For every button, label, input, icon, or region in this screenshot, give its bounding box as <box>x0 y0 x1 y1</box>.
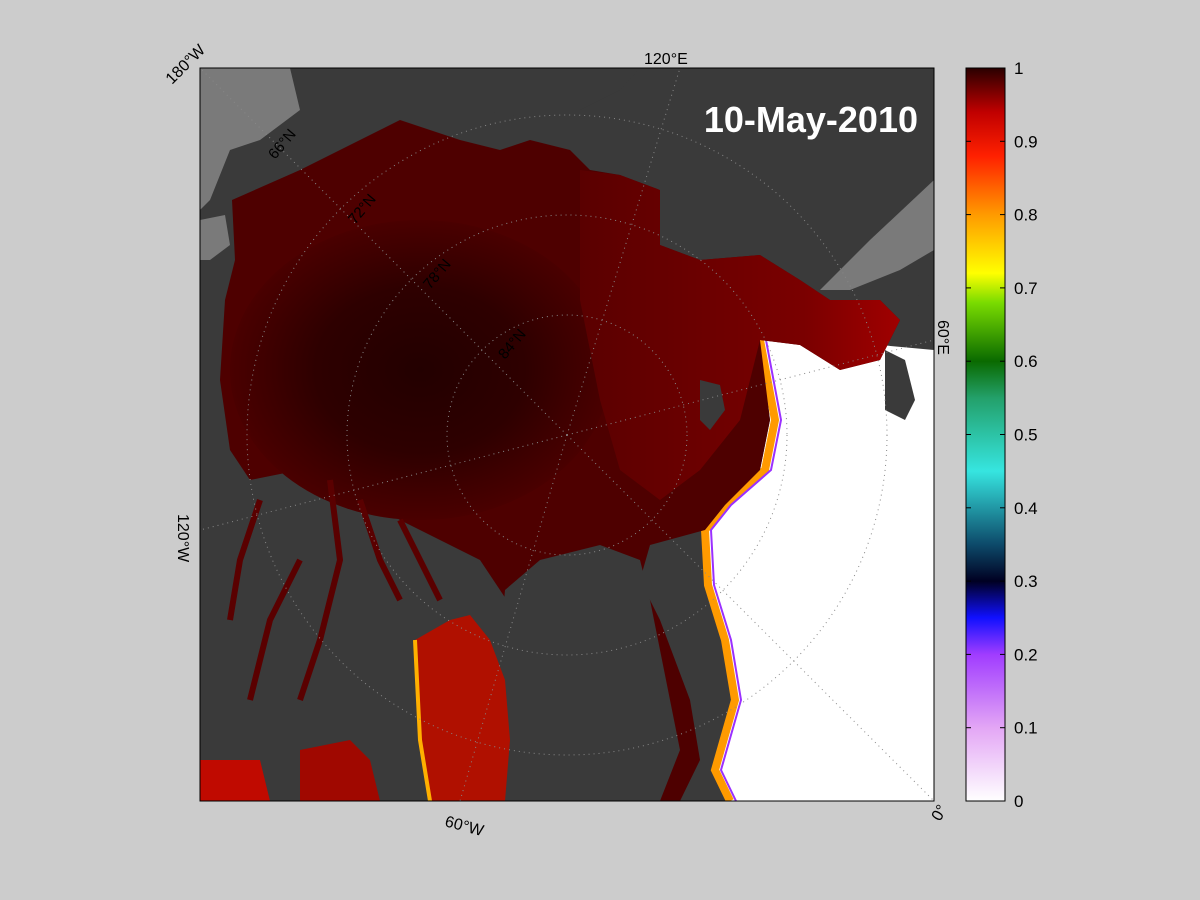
ice-edge-baffin <box>413 639 432 801</box>
lon-label-0: 0° <box>929 802 951 824</box>
graticule <box>200 68 934 801</box>
land-gray-region <box>200 68 300 210</box>
ice-edge-orange <box>700 339 780 801</box>
land-gray-siberia <box>820 180 934 290</box>
map-border <box>199 67 935 802</box>
land-siberia <box>580 68 934 300</box>
colorbar-tick-label: 0.2 <box>1014 645 1038 664</box>
colorbar <box>965 67 1006 802</box>
land-gray-region <box>200 215 230 260</box>
lon-label-60w: 60°W <box>443 813 486 840</box>
map-area: 10-May-2010 66°N 72°N 78°N 84°N <box>200 68 934 801</box>
land-alaska-coast <box>300 68 640 140</box>
colorbar-tick-label: 0.7 <box>1014 279 1038 298</box>
ice-baffin-bay <box>415 615 510 801</box>
colorbar-tick-label: 0.4 <box>1014 499 1038 518</box>
colorbar-tick-label: 0.8 <box>1014 206 1038 225</box>
colorbar-tick-label: 0.6 <box>1014 352 1038 371</box>
lon-label-60e: 60°E <box>934 320 951 355</box>
ice-hudson-east <box>300 740 380 801</box>
date-label: 10-May-2010 <box>704 99 918 140</box>
ice-hudson <box>200 760 270 801</box>
colorbar-tick-label: 0 <box>1014 792 1023 811</box>
colorbar-tick-label: 1 <box>1014 59 1023 78</box>
land-svalbard <box>700 380 725 430</box>
ice-pack-core <box>230 220 610 520</box>
lon-label-120e: 120°E <box>644 51 688 68</box>
land-novaya-zemlya <box>885 350 915 420</box>
colorbar-tick-label: 0.3 <box>1014 572 1038 591</box>
colorbar-ticks: 0 0.1 0.2 0.3 0.4 0.5 0.6 0.7 0.8 0.9 1 <box>966 59 1038 811</box>
colorbar-tick-label: 0.5 <box>1014 426 1038 445</box>
land-greenland <box>500 545 680 801</box>
ice-east <box>580 170 900 500</box>
open-ocean <box>705 330 934 801</box>
ice-edge-purple <box>709 339 783 801</box>
colorbar-tick-label: 0.9 <box>1014 132 1038 151</box>
archipelago-channels <box>227 479 443 701</box>
lon-label-120w: 120°W <box>174 514 191 563</box>
colorbar-tick-label: 0.1 <box>1014 719 1038 738</box>
